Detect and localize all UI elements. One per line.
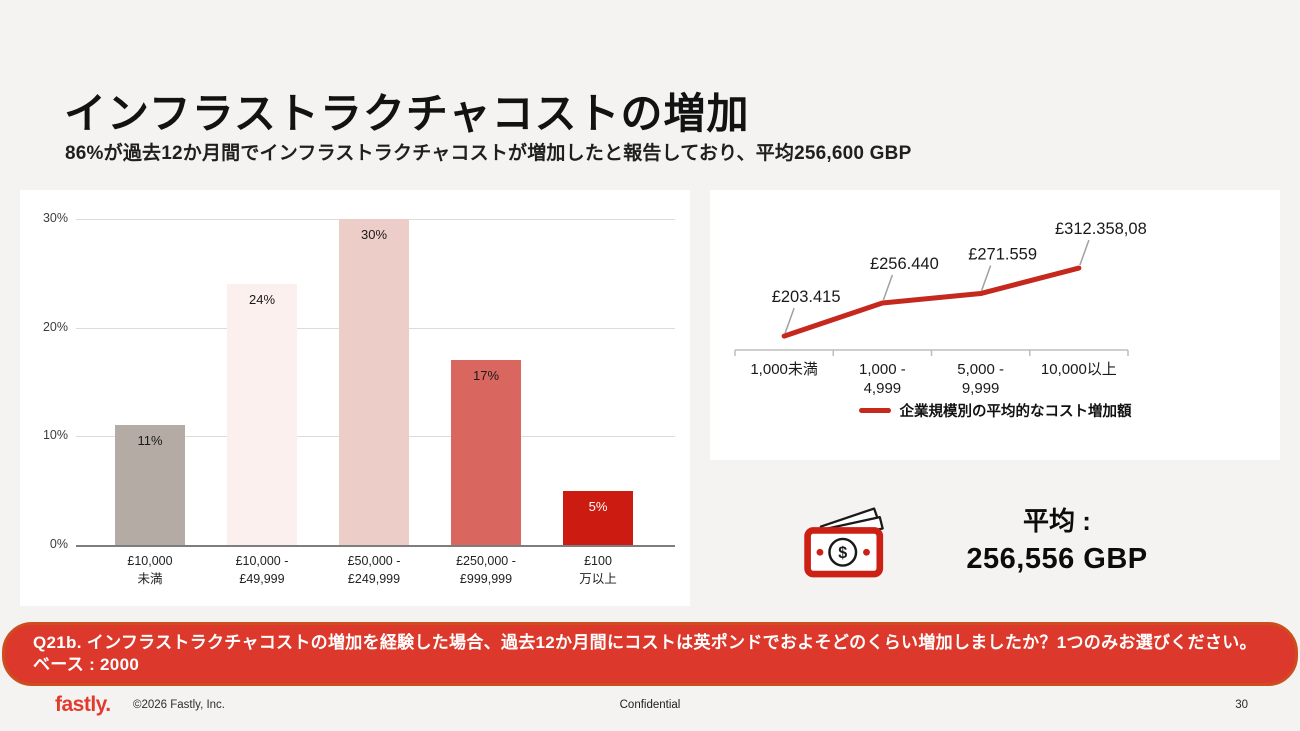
average-label: 平均 :: [1023, 505, 1091, 536]
bar: 17%: [451, 360, 521, 545]
x-category-label: 5,000 -9,999: [957, 361, 1004, 397]
page-number: 30: [1235, 699, 1248, 711]
bar-value-label: 17%: [472, 368, 500, 384]
x-category-label: £250,000 - £999,999: [456, 554, 516, 586]
series-line: [781, 265, 1082, 339]
question-banner: Q21b. インフラストラクチャコストの増加を経験した場合、過去12か月間にコス…: [2, 622, 1298, 686]
line-chart-panel: £203.415 £256.440 £271.559 £312.358,08 1,000…: [710, 190, 1280, 460]
x-axis-line: [76, 545, 675, 547]
copyright-label: ©2026 Fastly, Inc.: [133, 699, 225, 711]
point-value-label: £203.415: [772, 288, 841, 306]
bar: 24%: [227, 284, 297, 545]
bar-chart-panel: 0% 10% 20% 30% 11% £10,000 未満 24% £10,000 - £49,9…: [20, 190, 690, 606]
label-leader-line: [1079, 239, 1090, 266]
point-value-label: £271.559: [968, 246, 1037, 264]
bar: 30%: [339, 219, 409, 545]
y-tick-label: 30%: [42, 211, 68, 225]
label-leader-line: [882, 274, 894, 301]
average-value: 256,556 GBP: [966, 542, 1148, 575]
label-leader-line: [980, 265, 992, 291]
bar-value-label: 5%: [588, 498, 608, 514]
label-leader-line: [784, 307, 795, 334]
y-tick-label: 20%: [42, 319, 68, 334]
bar-chart: 0% 10% 20% 30% 11% £10,000 未満 24% £10,000 - £49,9…: [20, 190, 690, 606]
point-value-label: £312.358,08: [1055, 220, 1147, 238]
x-category-label: 10,000以上: [1041, 361, 1117, 378]
x-category-label: £10,000 未満: [127, 554, 173, 586]
bar-value-label: 24%: [248, 292, 276, 308]
bar: 5%: [563, 490, 633, 545]
fastly-logo: fastly.: [55, 693, 111, 716]
y-tick-label: 0%: [49, 537, 68, 551]
average-callout: $ 平均 : 256,556 GBP: [800, 494, 1220, 582]
x-category-label: £10,000 - £49,999: [235, 554, 289, 586]
page-subtitle: 86%が過去12か月間でインフラストラクチャコストが増加したと報告しており、平均…: [65, 143, 912, 164]
line-chart-legend: 企業規模別の平均的なコスト増加額: [710, 400, 1280, 421]
money-icon: $: [804, 507, 884, 578]
x-category-label: 1,000 -4,999: [859, 361, 906, 397]
legend-line-swatch: [858, 408, 891, 413]
confidential-label: Confidential: [619, 699, 681, 711]
bar-value-label: 30%: [360, 227, 388, 242]
page-title: インフラストラクチャコストの増加: [64, 90, 750, 138]
line-chart: £203.415 £256.440 £271.559 £312.358,08 1,000…: [734, 220, 1147, 397]
question-banner-text: Q21b. インフラストラクチャコストの増加を経験した場合、過去12か月間にコス…: [33, 633, 1257, 674]
svg-text:$: $: [838, 544, 847, 562]
average-text: 平均 : 256,556 GBP: [907, 501, 1207, 576]
point-value-label: £256.440: [870, 255, 939, 273]
bar: 11%: [115, 425, 185, 545]
x-category-label: £50,000 - £249,999: [347, 554, 401, 586]
legend-label: 企業規模別の平均的なコスト増加額: [899, 404, 1132, 420]
x-category-label: £100 万以上: [579, 554, 617, 586]
x-category-label: 1,000未満: [750, 361, 818, 378]
bar-value-label: 11%: [137, 433, 163, 449]
y-tick-label: 10%: [42, 428, 68, 443]
